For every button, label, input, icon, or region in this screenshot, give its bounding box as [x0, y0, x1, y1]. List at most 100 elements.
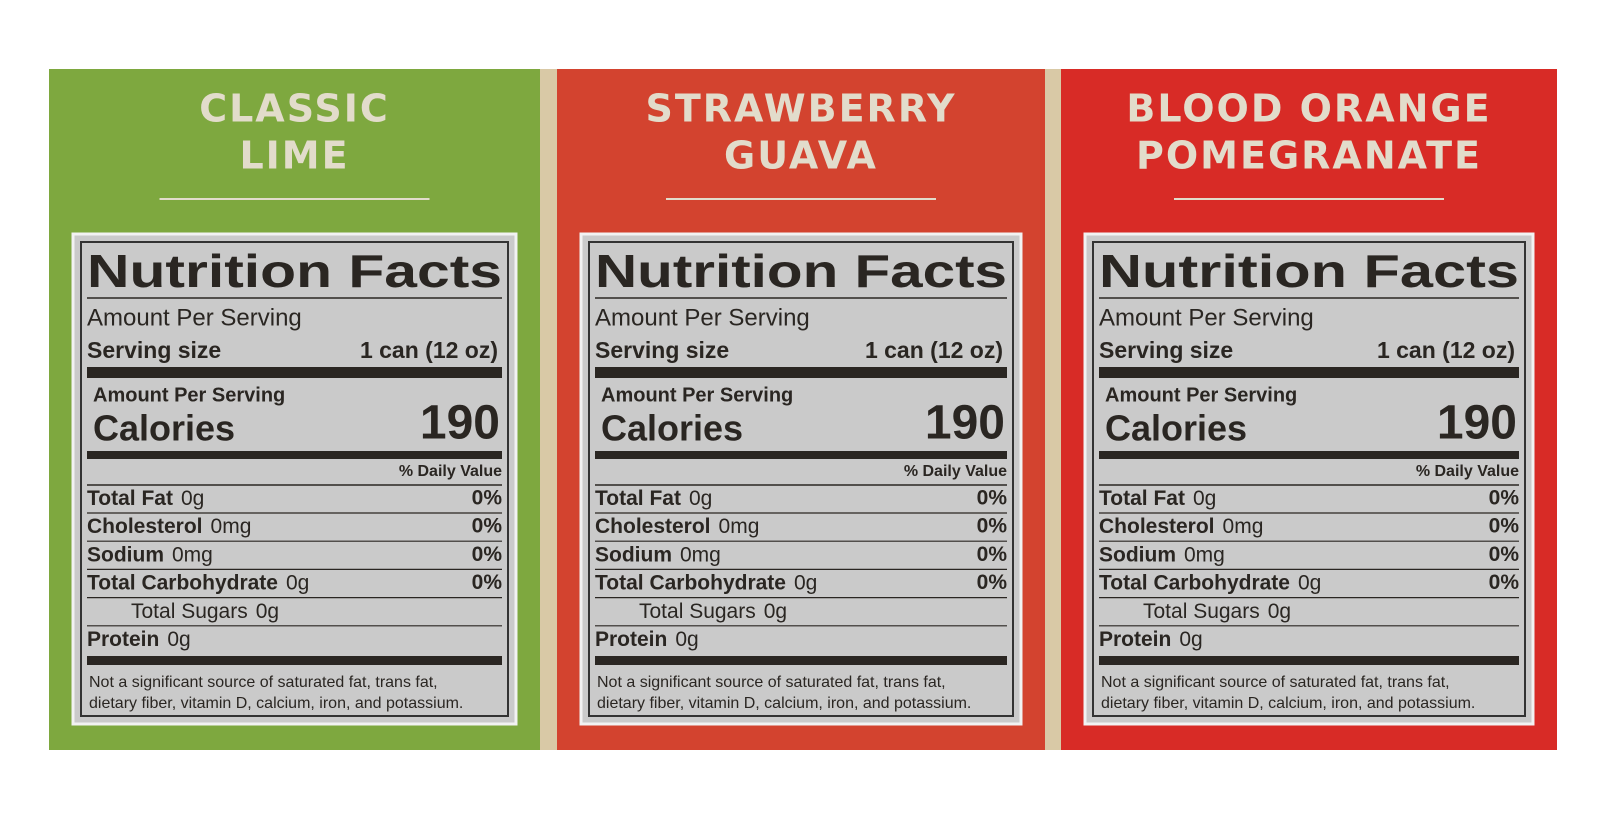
footnote: dietary fiber, vitamin D, calcium, iron,… — [1101, 695, 1475, 712]
nutrient-name: Total Sugars — [1143, 599, 1260, 622]
nutrient: Cholesterol 0mg — [87, 515, 251, 538]
nutrient: Total Sugars 0g — [639, 599, 787, 622]
serving-size-label: Serving size — [595, 337, 729, 363]
nutrient: Total Carbohydrate 0g — [595, 571, 817, 594]
nutrient-amount: 0g — [1193, 487, 1216, 510]
nutrient-daily-value: 0% — [472, 515, 503, 538]
thick-bar — [1099, 367, 1519, 378]
nutrient-amount: 0g — [181, 487, 204, 510]
nutrient-amount: 0mg — [719, 515, 760, 538]
nutrient-name: Total Carbohydrate — [87, 571, 278, 594]
nutrient: Cholesterol 0mg — [595, 515, 759, 538]
thick-bar — [87, 367, 502, 378]
nutrient: Total Fat 0g — [595, 487, 712, 510]
nutrient-name: Protein — [595, 628, 667, 651]
nutrient: Total Sugars 0g — [131, 599, 279, 622]
serving-size: 1 can (12 oz) — [865, 337, 1003, 363]
nutrient: Total Sugars 0g — [1143, 599, 1291, 622]
daily-value-header: % Daily Value — [904, 463, 1007, 480]
thick-bar — [595, 367, 1007, 378]
nutrient: Protein 0g — [87, 628, 191, 651]
nutrient-name: Total Carbohydrate — [595, 571, 786, 594]
nutrient-name: Total Sugars — [131, 599, 248, 622]
nutrient-daily-value: 0% — [1489, 543, 1520, 566]
nutrient-name: Total Fat — [87, 487, 173, 510]
nutrient-amount: 0g — [167, 628, 190, 651]
nutrient-name: Total Fat — [595, 487, 681, 510]
footnote: dietary fiber, vitamin D, calcium, iron,… — [597, 695, 971, 712]
nutrient-name: Sodium — [595, 543, 672, 566]
nutrient-name: Sodium — [87, 543, 164, 566]
nutrient-amount: 0mg — [172, 543, 213, 566]
nutrient-daily-value: 0% — [1489, 487, 1520, 510]
nutrient: Total Carbohydrate 0g — [87, 571, 309, 594]
calories-header: Amount Per Serving — [93, 384, 285, 406]
nutrition-heading: Nutrition Facts — [87, 245, 502, 297]
nutrient-amount: 0g — [1298, 571, 1321, 594]
nutrient-daily-value: 0% — [977, 515, 1008, 538]
medium-bar — [1099, 451, 1519, 459]
nutrient-daily-value: 0% — [977, 487, 1008, 510]
calories-value: 190 — [925, 397, 1005, 450]
nutrient-name: Sodium — [1099, 543, 1176, 566]
calories-header: Amount Per Serving — [601, 384, 793, 406]
daily-value-header: % Daily Value — [399, 463, 502, 480]
flavor-title: LIME — [239, 134, 349, 178]
nutrient-amount: 0g — [794, 571, 817, 594]
nutrient-amount: 0mg — [1223, 515, 1264, 538]
medium-bar — [87, 451, 502, 459]
nutrient-daily-value: 0% — [1489, 571, 1520, 594]
nutrient-daily-value: 0% — [1489, 515, 1520, 538]
calories-value: 190 — [420, 397, 500, 450]
nutrient: Cholesterol 0mg — [1099, 515, 1263, 538]
amount-per-serving: Amount Per Serving — [87, 304, 302, 331]
nutrient-daily-value: 0% — [472, 571, 503, 594]
footnote: Not a significant source of saturated fa… — [89, 674, 438, 691]
nutrient-amount: 0g — [1179, 628, 1202, 651]
medium-bar — [595, 451, 1007, 459]
nutrient-amount: 0g — [1268, 599, 1291, 622]
nutrient-name: Protein — [87, 628, 159, 651]
nutrient-name: Total Sugars — [639, 599, 756, 622]
thick-bar — [595, 656, 1007, 665]
label-box — [1083, 232, 1535, 726]
thick-bar — [87, 656, 502, 665]
serving-size: 1 can (12 oz) — [1377, 337, 1515, 363]
thick-bar — [1099, 656, 1519, 665]
nutrient: Sodium 0mg — [595, 543, 721, 566]
amount-per-serving: Amount Per Serving — [595, 304, 810, 331]
calories-label: Calories — [93, 408, 235, 449]
nutrient: Sodium 0mg — [87, 543, 213, 566]
nutrient-amount: 0g — [286, 571, 309, 594]
nutrient: Protein 0g — [1099, 628, 1203, 651]
nutrient: Total Fat 0g — [87, 487, 204, 510]
footnote: dietary fiber, vitamin D, calcium, iron,… — [89, 695, 463, 712]
flavor-title: STRAWBERRY — [645, 87, 956, 131]
nutrition-heading: Nutrition Facts — [1099, 245, 1519, 297]
nutrient-amount: 0g — [675, 628, 698, 651]
label-border — [588, 241, 1014, 717]
nutrient: Protein 0g — [595, 628, 699, 651]
nutrient-daily-value: 0% — [472, 543, 503, 566]
nutrient-name: Total Fat — [1099, 487, 1185, 510]
label-box — [579, 232, 1023, 726]
nutrient-amount: 0mg — [211, 515, 252, 538]
flavor-title: CLASSIC — [199, 87, 390, 131]
nutrient-name: Cholesterol — [595, 515, 711, 538]
nutrient-amount: 0mg — [1184, 543, 1225, 566]
serving-size-label: Serving size — [1099, 337, 1233, 363]
flavor-title: POMEGRANATE — [1136, 134, 1482, 178]
daily-value-header: % Daily Value — [1416, 463, 1519, 480]
nutrient-name: Total Carbohydrate — [1099, 571, 1290, 594]
nutrient-name: Cholesterol — [1099, 515, 1215, 538]
calories-label: Calories — [1105, 408, 1247, 449]
nutrition-heading: Nutrition Facts — [595, 245, 1007, 297]
label-border — [1092, 241, 1526, 717]
flavor-title: GUAVA — [724, 134, 878, 178]
nutrient-daily-value: 0% — [977, 543, 1008, 566]
serving-size-label: Serving size — [87, 337, 221, 363]
footnote: Not a significant source of saturated fa… — [1101, 674, 1450, 691]
label-border — [80, 241, 509, 717]
nutrient-amount: 0mg — [680, 543, 721, 566]
footnote: Not a significant source of saturated fa… — [597, 674, 946, 691]
